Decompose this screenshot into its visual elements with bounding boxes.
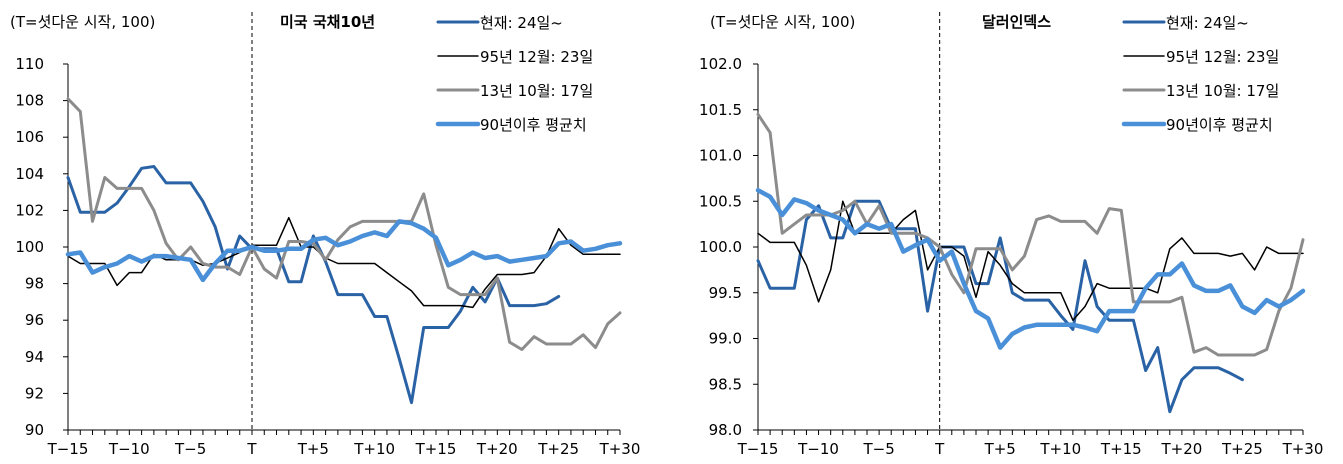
y-tick-label: 92 <box>25 384 44 402</box>
x-tick-label: T+5 <box>984 440 1016 458</box>
x-tick-label: T+15 <box>415 440 457 458</box>
x-tick-label: T−10 <box>797 440 839 458</box>
y-tick-label: 99.0 <box>709 330 742 348</box>
y-tick-label: 102.0 <box>699 55 742 73</box>
x-tick-label: T−5 <box>862 440 894 458</box>
legend-label: 13년 10월: 17일 <box>480 82 593 100</box>
y-tick-label: 101.5 <box>699 101 742 119</box>
x-tick-label: T+20 <box>1160 440 1202 458</box>
legend-label: 95년 12월: 23일 <box>1166 48 1279 66</box>
y-tick-label: 98 <box>25 275 44 293</box>
x-tick-label: T−5 <box>174 440 206 458</box>
y-tick-label: 100.5 <box>699 192 742 210</box>
y-tick-label: 96 <box>25 311 44 329</box>
x-tick-label: T+25 <box>537 440 579 458</box>
chart-us-treasury-10y: (T=셧다운 시작, 100) 미국 국채10년 90 92 94 96 98 100 102 1… <box>10 12 641 458</box>
legend-label: 90년이후 평균치 <box>1166 116 1273 134</box>
x-tick-label: T+20 <box>476 440 518 458</box>
x-tick-label: T+30 <box>1282 440 1324 458</box>
x-tick-label: T+15 <box>1100 440 1142 458</box>
legend-item: 현재: 24일~ <box>436 14 563 32</box>
chart-title: 달러인덱스 <box>982 13 1051 31</box>
y-tick-label: 106 <box>15 128 44 146</box>
legend-label: 13년 10월: 17일 <box>1166 82 1279 100</box>
chart-note: (T=셧다운 시작, 100) <box>710 13 855 31</box>
series-line-3 <box>66 97 622 351</box>
x-tick-label: T+25 <box>1221 440 1263 458</box>
series-line-2 <box>757 200 1304 321</box>
x-tick-label: T−15 <box>737 440 779 458</box>
x-tick-label: T−15 <box>47 440 89 458</box>
y-tick-label: 94 <box>25 348 44 366</box>
legend-label: 현재: 24일~ <box>1166 14 1249 32</box>
x-tick-label: T <box>934 440 945 458</box>
legend-item: 95년 12월: 23일 <box>1123 48 1279 66</box>
legend-item: 95년 12월: 23일 <box>437 48 593 66</box>
x-tick-label: T+30 <box>599 440 641 458</box>
chart-note: (T=셧다운 시작, 100) <box>10 13 155 31</box>
y-tick-label: 99.5 <box>709 284 742 302</box>
x-tick-label: T+10 <box>1039 440 1081 458</box>
legend-item: 90년이후 평균치 <box>1121 116 1273 134</box>
series-line-1 <box>756 199 1244 414</box>
legend-label: 95년 12월: 23일 <box>480 48 593 66</box>
chart-title: 미국 국채10년 <box>280 13 375 31</box>
series-line-1 <box>66 165 561 405</box>
chart-dollar-index: (T=셧다운 시작, 100) 달러인덱스 98.0 98.5 99.0 99.5 100.… <box>699 12 1324 458</box>
legend-item: 90년이후 평균치 <box>435 116 587 134</box>
x-tick-label: T+5 <box>297 440 329 458</box>
y-tick-label: 100.0 <box>699 238 742 256</box>
y-tick-label: 90 <box>25 421 44 439</box>
x-tick-label: T−10 <box>108 440 150 458</box>
legend-item: 현재: 24일~ <box>1122 14 1249 32</box>
legend-label: 90년이후 평균치 <box>480 116 587 134</box>
x-tick-label: T+10 <box>353 440 395 458</box>
series-line-4 <box>65 219 623 283</box>
legend-item: 13년 10월: 17일 <box>1122 82 1279 100</box>
y-tick-label: 108 <box>15 92 44 110</box>
y-tick-label: 104 <box>15 165 44 183</box>
y-tick-label: 98.5 <box>709 375 742 393</box>
y-tick-label: 101.0 <box>699 147 742 165</box>
legend-label: 현재: 24일~ <box>480 14 563 32</box>
series-line-3 <box>756 112 1305 357</box>
y-tick-label: 102 <box>15 201 44 219</box>
legend-item: 13년 10월: 17일 <box>436 82 593 100</box>
x-tick-label: T <box>246 440 257 458</box>
y-tick-label: 98.0 <box>709 421 742 439</box>
y-tick-label: 100 <box>15 238 44 256</box>
series-line-4 <box>755 188 1306 350</box>
y-tick-label: 110 <box>15 55 44 73</box>
